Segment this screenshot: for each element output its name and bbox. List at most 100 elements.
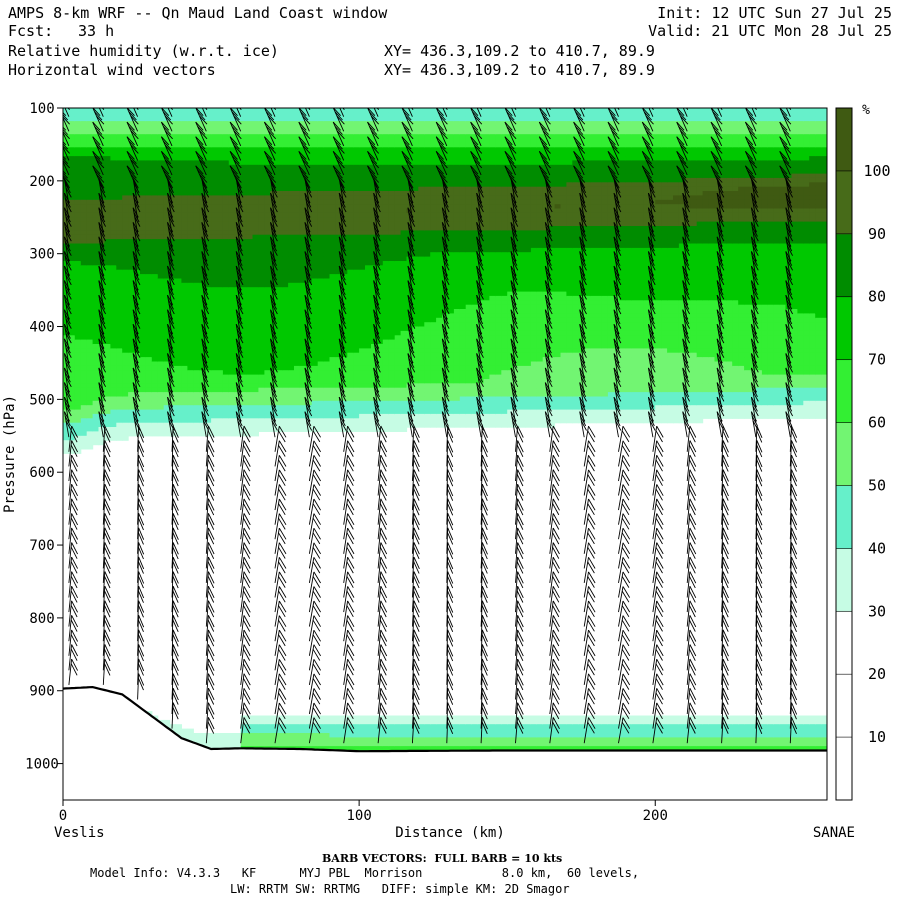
rh-cell [282, 164, 289, 170]
rh-cell [86, 387, 94, 393]
rh-cell [294, 143, 301, 148]
rh-cell [294, 317, 301, 323]
rh-cell [151, 243, 159, 249]
rh-cell [92, 226, 100, 231]
rh-cell [353, 278, 360, 284]
rh-cell [400, 247, 408, 253]
rh-cell [329, 156, 336, 162]
rh-cell [63, 387, 70, 393]
rh-cell [181, 269, 188, 275]
rh-cell [169, 274, 177, 280]
rh-cell [187, 413, 194, 419]
rh-cell [376, 221, 384, 227]
rh-cell [122, 112, 129, 118]
rh-cell [282, 282, 289, 288]
rh-cell [187, 322, 194, 328]
rh-cell [341, 208, 348, 214]
rh-cell [282, 177, 289, 183]
rh-cell [282, 322, 289, 328]
rh-cell [347, 287, 354, 293]
rh-cell [169, 348, 177, 354]
rh-cell [353, 204, 360, 210]
rh-cell [276, 269, 283, 275]
rh-cell [240, 282, 248, 288]
rh-cell [169, 392, 177, 398]
rh-cell [335, 134, 342, 140]
rh-cell [252, 164, 259, 170]
rh-cell [187, 256, 194, 262]
rh-cell [400, 339, 408, 345]
rh-cell [217, 243, 224, 249]
rh-cell [151, 121, 159, 127]
rh-cell [74, 326, 82, 332]
rh-cell [276, 405, 283, 411]
rh-cell [80, 344, 88, 349]
rh-cell [388, 234, 396, 240]
rh-cell [110, 287, 117, 293]
rh-cell [187, 317, 194, 323]
rh-cell [104, 352, 111, 358]
rh-cell [288, 208, 295, 214]
rh-cell [140, 121, 147, 127]
rh-cell [163, 164, 171, 170]
rh-cell [193, 252, 200, 258]
rh-cell [74, 339, 82, 345]
rh-cell [317, 422, 325, 428]
rh-cell [376, 234, 384, 240]
rh-cell [175, 357, 182, 363]
rh-cell [92, 295, 100, 301]
rh-cell [205, 261, 212, 266]
rh-cell [110, 151, 117, 157]
rh-cell [359, 212, 366, 218]
rh-cell [430, 147, 437, 153]
rh-cell [371, 405, 378, 411]
rh-cell [222, 116, 230, 122]
rh-cell [157, 313, 165, 319]
rh-cell [205, 243, 212, 249]
rh-cell [74, 379, 82, 384]
rh-cell [140, 247, 147, 253]
rh-cell [394, 226, 402, 231]
rh-cell [376, 348, 384, 354]
rh-cell [80, 134, 88, 140]
rh-cell [104, 125, 111, 131]
rh-cell [228, 195, 236, 201]
rh-cell [181, 392, 188, 398]
rh-cell [276, 134, 283, 140]
rh-cell [288, 291, 295, 297]
rh-cell [294, 191, 301, 196]
rh-cell [305, 728, 313, 734]
rh-cell [305, 309, 313, 314]
rh-cell [365, 239, 372, 245]
rh-cell [74, 147, 82, 153]
rh-cell [187, 405, 194, 411]
rh-cell [371, 261, 378, 266]
rh-cell [145, 344, 153, 349]
rh-cell [347, 116, 354, 122]
rh-cell [175, 265, 182, 271]
rh-cell [157, 304, 165, 310]
rh-cell [311, 147, 319, 153]
rh-cell [110, 204, 117, 210]
rh-cell [376, 147, 384, 153]
rh-cell [86, 134, 94, 140]
rh-cell [211, 431, 218, 437]
rh-cell [359, 138, 366, 144]
rh-cell [406, 282, 413, 288]
rh-cell [98, 379, 105, 384]
rh-cell [335, 300, 342, 306]
rh-cell [104, 143, 111, 148]
rh-cell [74, 252, 82, 258]
rh-cell [187, 269, 194, 275]
rh-cell [63, 160, 70, 166]
rh-cell [140, 173, 147, 179]
rh-cell [382, 728, 390, 734]
rh-cell [163, 226, 171, 231]
rh-cell [228, 256, 236, 262]
rh-cell [388, 413, 396, 419]
rh-cell [252, 282, 259, 288]
rh-cell [430, 247, 437, 253]
rh-cell [63, 431, 70, 437]
rh-cell [140, 400, 147, 406]
rh-cell [222, 134, 230, 140]
